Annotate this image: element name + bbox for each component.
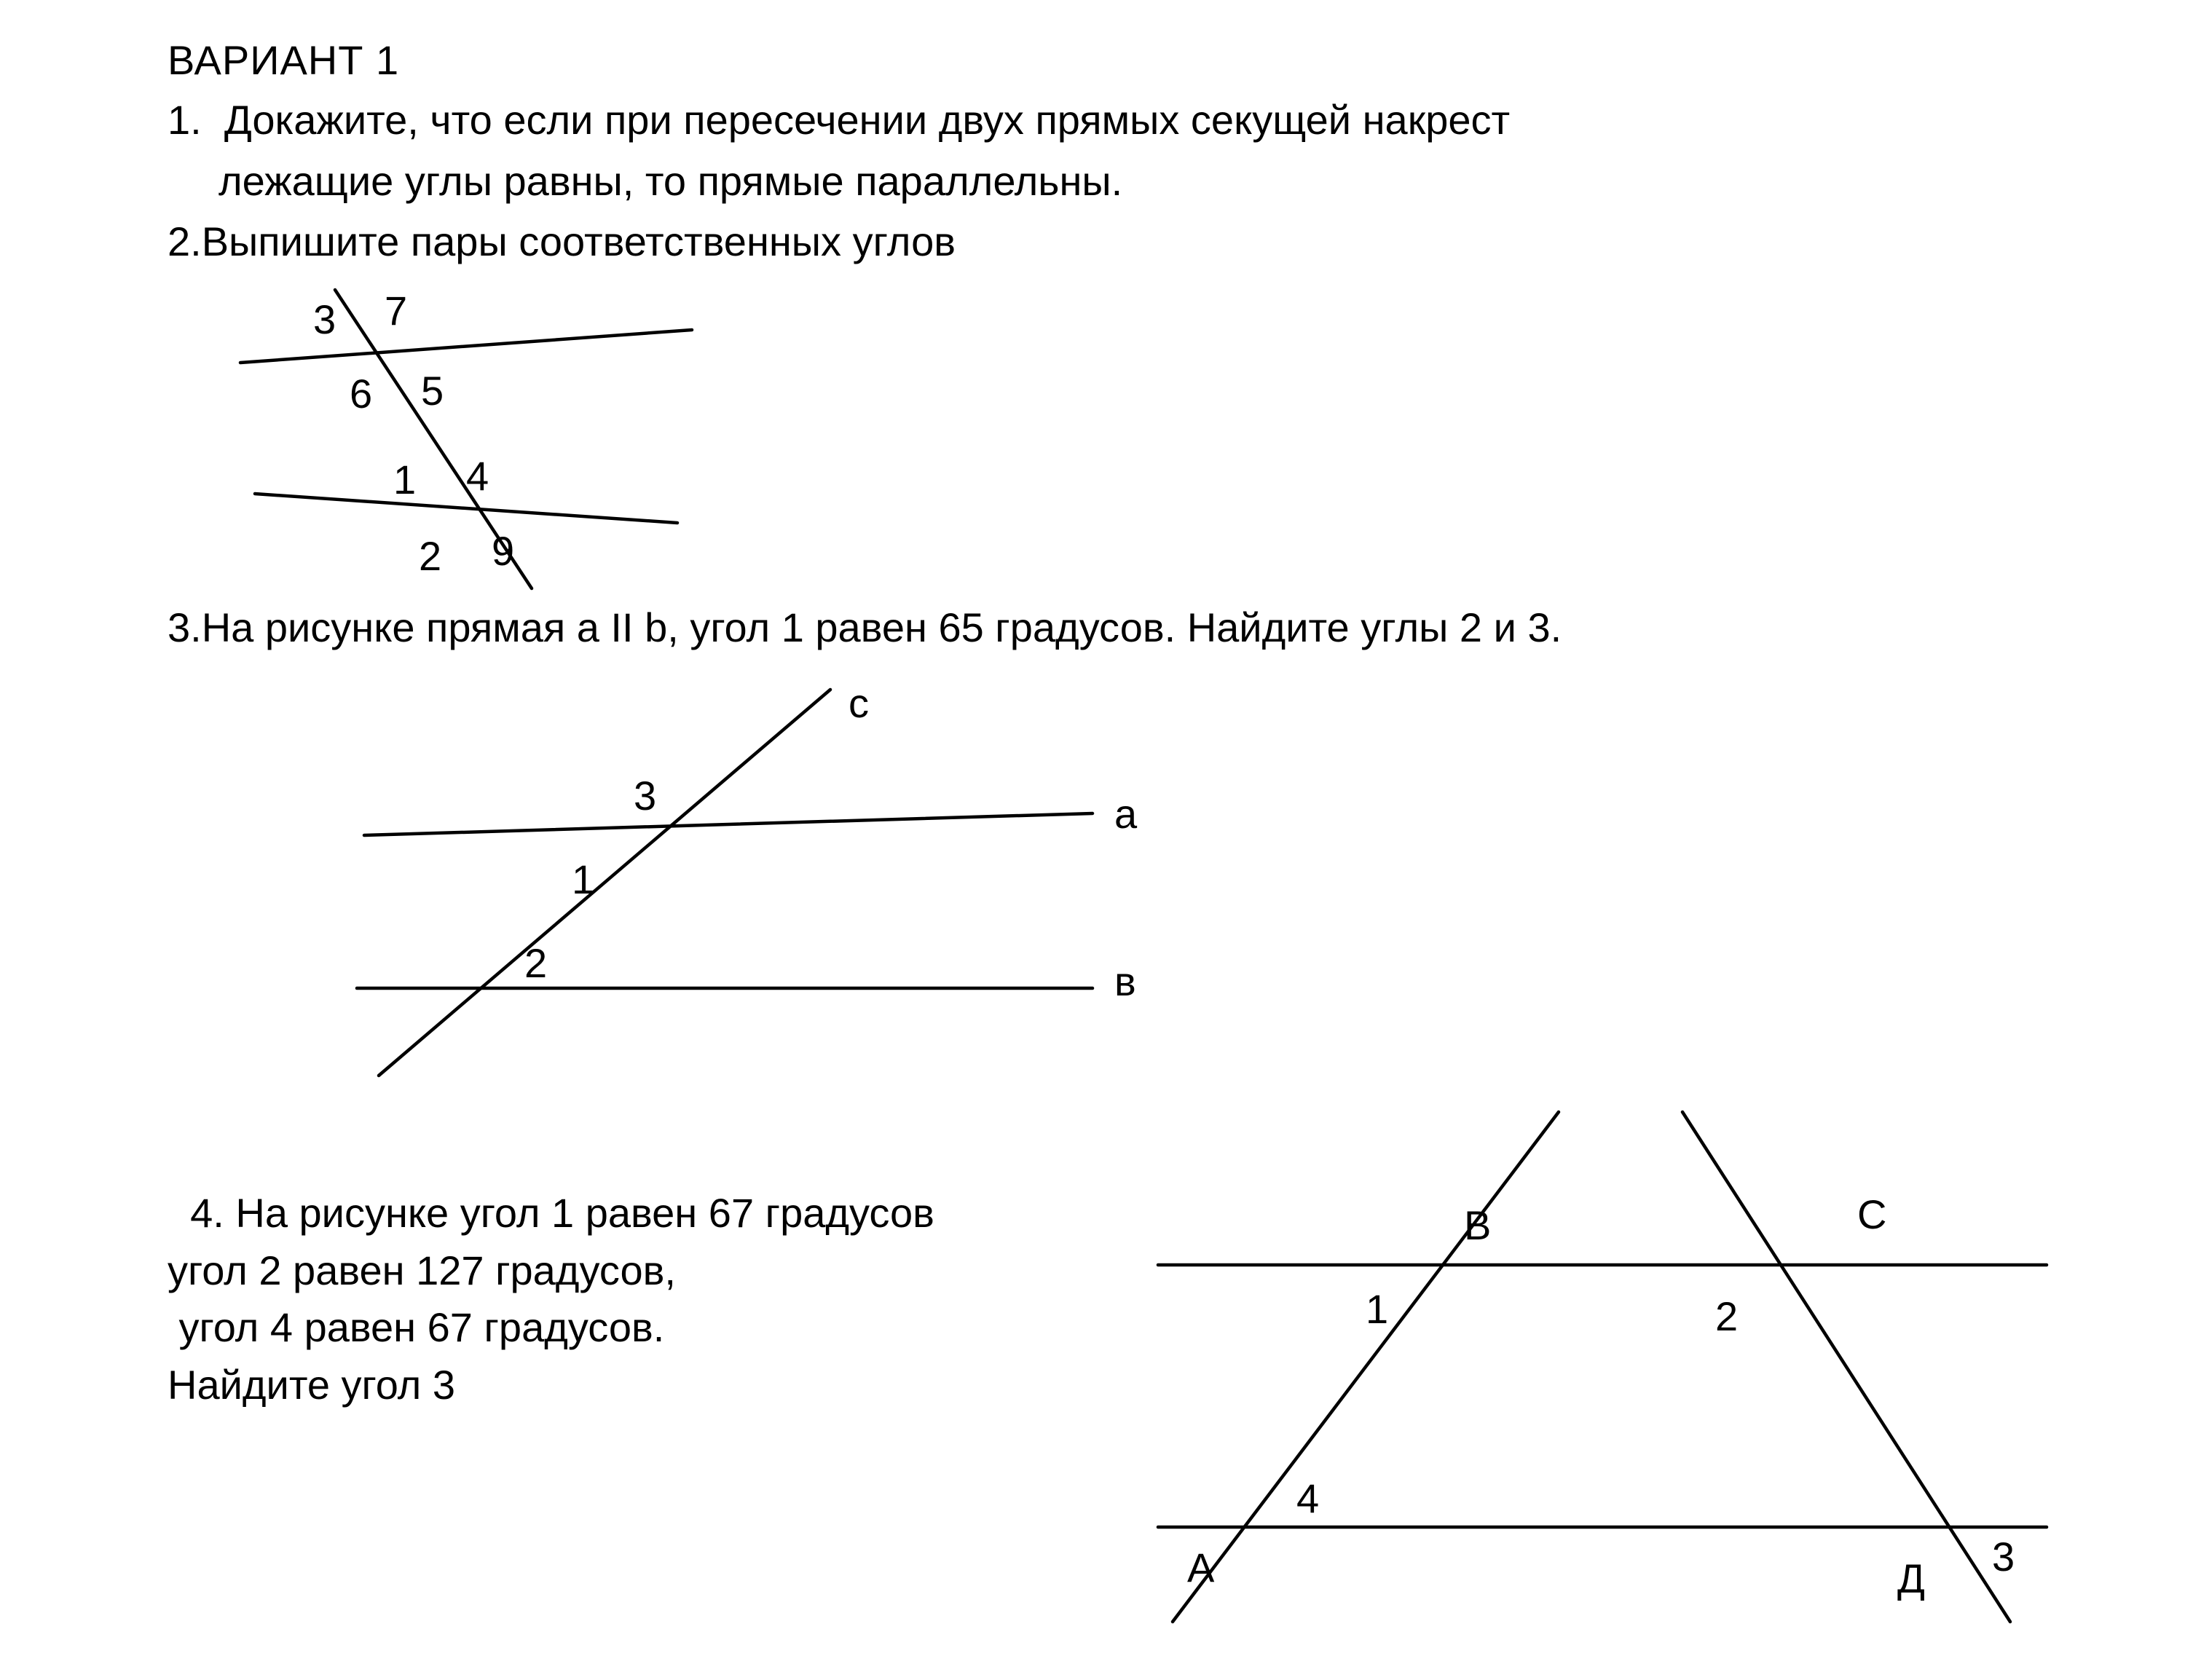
svg-text:9: 9 — [492, 528, 514, 574]
svg-text:1: 1 — [393, 457, 416, 502]
svg-text:6: 6 — [350, 371, 372, 417]
task-4-line1: 4. На рисунке угол 1 равен 67 градусов — [168, 1185, 1114, 1242]
svg-text:1: 1 — [572, 856, 594, 902]
svg-text:7: 7 — [385, 288, 407, 334]
svg-text:4: 4 — [466, 453, 489, 499]
svg-text:2: 2 — [524, 940, 547, 986]
variant-heading: ВАРИАНТ 1 — [168, 36, 2134, 84]
task-2-number: 2. — [168, 214, 202, 269]
task-3-number: 3. — [168, 600, 202, 655]
task-3: 3. На рисунке прямая а II b, угол 1 раве… — [168, 600, 2134, 655]
svg-text:1: 1 — [1366, 1286, 1388, 1332]
task-1-number: 1. — [168, 92, 202, 148]
task-1-line2: лежащие углы равны, то прямые параллельн… — [168, 154, 2134, 209]
figure-1: 3 76 51 42 9 — [168, 275, 2134, 596]
figure-3: В С 1 2 4 А Д 3 — [1114, 1097, 2098, 1680]
svg-text:2: 2 — [1715, 1293, 1738, 1339]
svg-text:4: 4 — [1296, 1475, 1319, 1521]
svg-text:В: В — [1464, 1202, 1491, 1248]
svg-text:А: А — [1187, 1545, 1215, 1590]
svg-text:3: 3 — [313, 296, 336, 342]
svg-text:с: с — [849, 680, 869, 726]
task-4-row: 4. На рисунке угол 1 равен 67 градусов у… — [168, 1097, 2134, 1680]
task-4-text: 4. На рисунке угол 1 равен 67 градусов у… — [168, 1185, 1114, 1413]
svg-text:Д: Д — [1897, 1555, 1925, 1601]
task-4-line3: угол 4 равен 67 градусов. — [168, 1299, 1114, 1356]
task-4-line2: угол 2 равен 127 градусов, — [168, 1242, 1114, 1299]
svg-text:3: 3 — [634, 773, 656, 819]
svg-text:2: 2 — [419, 533, 441, 579]
task-3-text: На рисунке прямая а II b, угол 1 равен 6… — [202, 600, 1562, 655]
task-2-text: Выпишите пары соответственных углов — [202, 214, 956, 269]
svg-text:в: в — [1114, 958, 1136, 1004]
task-4-line4: Найдите угол 3 — [168, 1357, 1114, 1413]
worksheet-page: ВАРИАНТ 1 1. Докажите, что если при пере… — [168, 36, 2134, 1680]
task-1: 1. Докажите, что если при пересечении дв… — [168, 92, 2134, 148]
svg-text:а: а — [1114, 791, 1138, 837]
figure-2: с а в 312 — [255, 660, 2134, 1097]
svg-text:5: 5 — [421, 368, 444, 414]
svg-text:С: С — [1857, 1191, 1886, 1237]
task-2: 2. Выпишите пары соответственных углов — [168, 214, 2134, 269]
task-1-text-line1: Докажите, что если при пересечении двух … — [224, 92, 2134, 148]
svg-text:3: 3 — [1992, 1534, 2015, 1580]
